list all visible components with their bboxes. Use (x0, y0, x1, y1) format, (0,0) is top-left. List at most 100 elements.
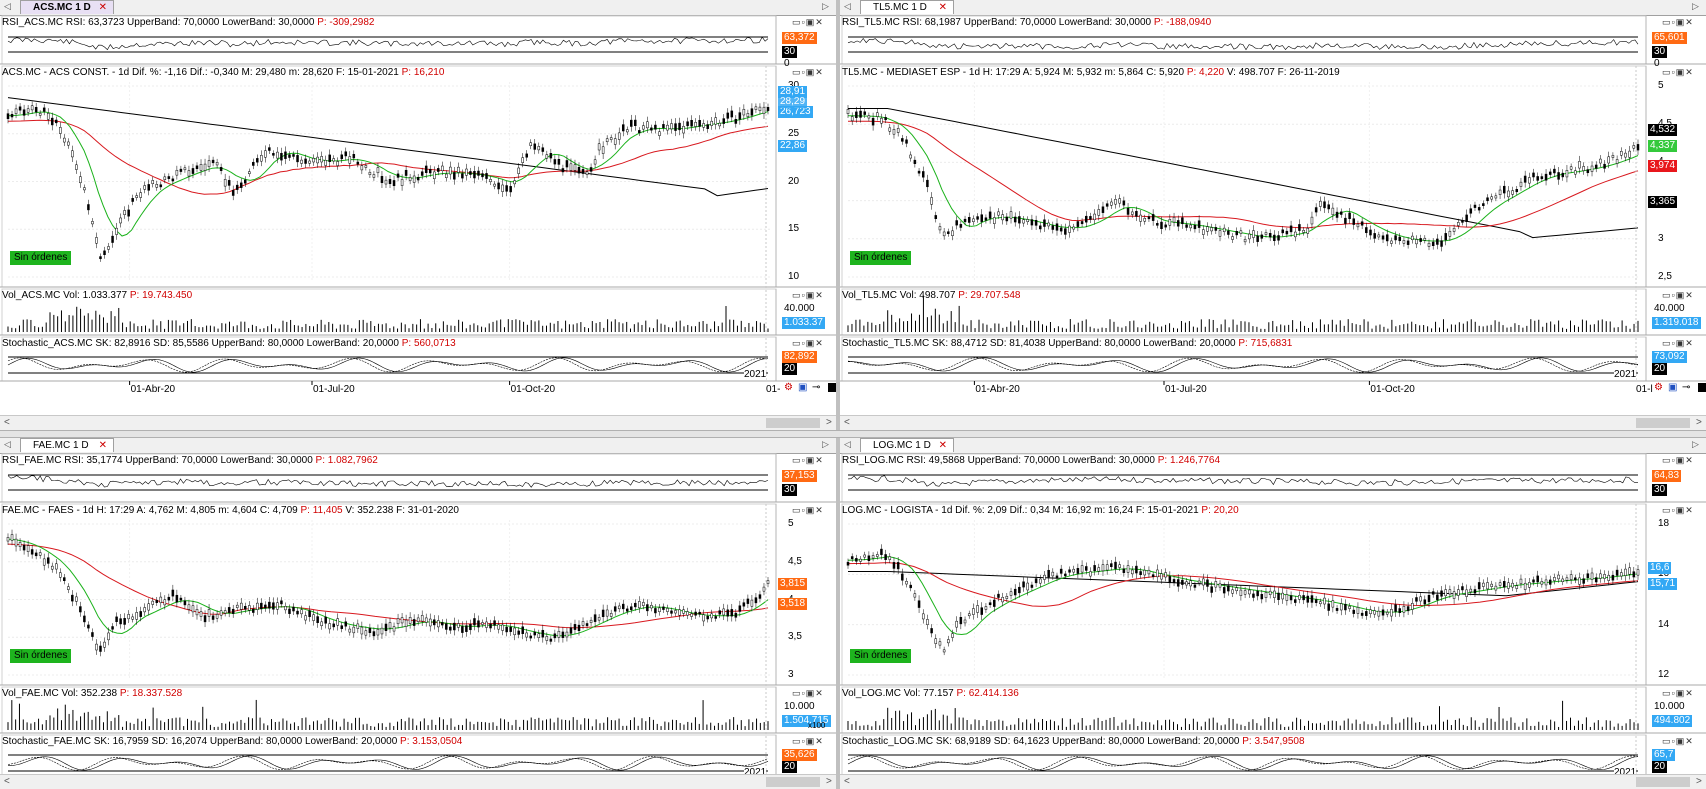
scroll-left-arrow-icon[interactable]: < (4, 417, 10, 428)
volume-badge-text: 1.033.37 (784, 317, 823, 328)
price-header-window-buttons-icon[interactable]: ▭▫▣✕ (1662, 67, 1694, 77)
scroll-left-arrow-icon[interactable]: < (844, 776, 850, 787)
price-header-text: ACS.MC - ACS CONST. - 1d Dif. %: -1,16 D… (2, 67, 402, 78)
scroll-right-arrow-icon[interactable]: > (826, 417, 832, 428)
rsi-line (847, 475, 1638, 487)
pin-icon[interactable]: ⊸ (1682, 382, 1691, 393)
price-header-window-buttons-icon[interactable]: ▭▫▣✕ (1662, 505, 1694, 515)
pin-icon[interactable]: ⊸ (812, 382, 821, 393)
horizontal-scrollbar[interactable]: < > (0, 774, 836, 789)
volume-header-window-buttons-icon[interactable]: ▭▫▣✕ (1662, 290, 1694, 300)
sin-ordenes-button[interactable]: Sin órdenes (850, 649, 912, 663)
stoch-value-badge: 65,7 (1652, 749, 1676, 761)
color-swatch-icon[interactable] (1698, 383, 1706, 392)
volume-header-window-buttons-icon[interactable]: ▭▫▣✕ (792, 290, 824, 300)
stochastic-header-window-buttons-icon[interactable]: ▭▫▣✕ (792, 736, 824, 746)
scroll-left-arrow-icon[interactable]: < (4, 776, 10, 787)
chart-canvas[interactable] (840, 0, 1706, 430)
sin-ordenes-button[interactable]: Sin órdenes (10, 251, 72, 265)
sin-ordenes-button[interactable]: Sin órdenes (850, 251, 912, 265)
tab-scroll-left-icon[interactable]: ◁ (4, 439, 11, 449)
sma-short-line (7, 538, 769, 637)
rsi-header-window-buttons-icon[interactable]: ▭▫▣✕ (1662, 17, 1694, 27)
stochastic-header-window-buttons-icon[interactable]: ▭▫▣✕ (792, 338, 824, 348)
date-label: 01-Jul-20 (313, 384, 355, 395)
rsi-line (847, 38, 1639, 51)
rsi-header-window-buttons-icon[interactable]: ▭▫▣✕ (1662, 455, 1694, 465)
volume-header: Vol_LOG.MC Vol: 77.157 P: 62.414.136 (842, 687, 1019, 700)
horizontal-splitter[interactable] (0, 430, 1706, 438)
scroll-thumb[interactable] (766, 418, 820, 428)
price-badge-ghost: 28,29 (778, 96, 808, 108)
price-tick-text: 5 (788, 518, 794, 529)
horizontal-scrollbar[interactable]: < > (840, 774, 1706, 789)
stochastic-header-window-buttons-icon[interactable]: ▭▫▣✕ (1662, 338, 1694, 348)
tab-scroll-right-icon[interactable]: ▷ (1692, 1, 1699, 11)
price-tick-label: 12 (1658, 669, 1669, 680)
price-badge: 22,86 (778, 140, 808, 152)
tab-scroll-left-icon[interactable]: ◁ (844, 439, 851, 449)
price-header: LOG.MC - LOGISTA - 1d Dif. %: 2,09 Dif.:… (842, 504, 1239, 517)
rsi-header-window-buttons-icon[interactable]: ▭▫▣✕ (792, 455, 824, 465)
close-tab-icon[interactable]: ✕ (98, 440, 107, 451)
close-tab-icon[interactable]: ✕ (98, 2, 107, 13)
stochastic-header: Stochastic_TL5.MC SK: 88,4712 SD: 81,403… (842, 337, 1292, 350)
tab-scroll-left-icon[interactable]: ◁ (4, 1, 11, 11)
rsi-header-window-buttons-icon[interactable]: ▭▫▣✕ (792, 17, 824, 27)
chart-window-fae: ◁ FAE.MC 1 D ✕ ▷ RSI_FAE.MC RSI: 35,1774 Upp… (0, 438, 836, 789)
chart-canvas[interactable] (840, 438, 1706, 789)
scroll-right-arrow-icon[interactable]: > (1696, 417, 1702, 428)
stochastic-header-window-buttons-icon[interactable]: ▭▫▣✕ (1662, 736, 1694, 746)
chart-tab[interactable]: LOG.MC 1 D ✕ (860, 438, 954, 452)
horizontal-scrollbar[interactable]: < > (840, 415, 1706, 430)
price-header: FAE.MC - FAES - 1d H: 17:29 A: 4,762 M: … (2, 504, 459, 517)
price-header-text: FAE.MC - FAES - 1d H: 17:29 A: 4,762 M: … (2, 505, 301, 516)
rsi-header-text: RSI_TL5.MC RSI: 68,1987 UpperBand: 70,00… (842, 17, 1154, 28)
horizontal-scrollbar[interactable]: < > (0, 415, 836, 430)
tab-scroll-right-icon[interactable]: ▷ (822, 439, 829, 449)
tab-scroll-right-icon[interactable]: ▷ (1692, 439, 1699, 449)
stoch-d-line (847, 755, 1639, 771)
chart-tools-icon[interactable]: ⚙ (1654, 382, 1663, 393)
stoch-d-line (7, 755, 769, 771)
chart-canvas[interactable] (0, 0, 836, 430)
scroll-right-arrow-icon[interactable]: > (1696, 776, 1702, 787)
price-header: ACS.MC - ACS CONST. - 1d Dif. %: -1,16 D… (2, 66, 444, 79)
volume-header-window-buttons-icon[interactable]: ▭▫▣✕ (792, 688, 824, 698)
scroll-thumb[interactable] (766, 777, 820, 787)
scroll-left-arrow-icon[interactable]: < (844, 417, 850, 428)
rsi-badge-text: 63,372 (784, 32, 815, 43)
rsi-zero-tick: 0 (1654, 58, 1660, 69)
chart-canvas[interactable] (0, 438, 836, 789)
volume-header-window-buttons-icon[interactable]: ▭▫▣✕ (1662, 688, 1694, 698)
stoch-band-badge: 20 (782, 761, 798, 773)
stochastic-header-p-value: P: 715,6831 (1238, 338, 1293, 349)
color-swatch-icon[interactable] (828, 383, 836, 392)
close-tab-icon[interactable]: ✕ (938, 440, 947, 451)
rsi-zero-text: 0 (1654, 58, 1660, 69)
price-badge-ghost-text: 28,29 (780, 96, 806, 107)
price-badge: 3,518 (778, 598, 808, 610)
chart-tab[interactable]: ACS.MC 1 D ✕ (20, 0, 114, 14)
vertical-splitter[interactable] (836, 0, 840, 789)
price-tick-label: 3 (788, 669, 794, 680)
price-frame (1, 65, 777, 288)
tab-scroll-right-icon[interactable]: ▷ (822, 1, 829, 11)
price-header-window-buttons-icon[interactable]: ▭▫▣✕ (792, 67, 824, 77)
price-header-window-buttons-icon[interactable]: ▭▫▣✕ (792, 505, 824, 515)
chart-tab[interactable]: FAE.MC 1 D ✕ (20, 438, 114, 452)
save-icon[interactable]: ▣ (1668, 382, 1678, 393)
date-label-text: 01-Jul-20 (313, 384, 355, 395)
tab-scroll-left-icon[interactable]: ◁ (844, 1, 851, 11)
scroll-thumb[interactable] (1636, 418, 1690, 428)
sma-long-line (848, 108, 1639, 239)
scroll-thumb[interactable] (1636, 777, 1690, 787)
chart-tab[interactable]: TL5.MC 1 D ✕ (860, 0, 954, 14)
price-tick-text: 3,5 (788, 631, 802, 643)
price-badge: 4,532 (1648, 124, 1678, 136)
close-tab-icon[interactable]: ✕ (938, 2, 947, 13)
chart-tools-icon[interactable]: ⚙ (784, 382, 793, 393)
scroll-right-arrow-icon[interactable]: > (826, 776, 832, 787)
sin-ordenes-button[interactable]: Sin órdenes (10, 649, 72, 663)
save-icon[interactable]: ▣ (798, 382, 808, 393)
